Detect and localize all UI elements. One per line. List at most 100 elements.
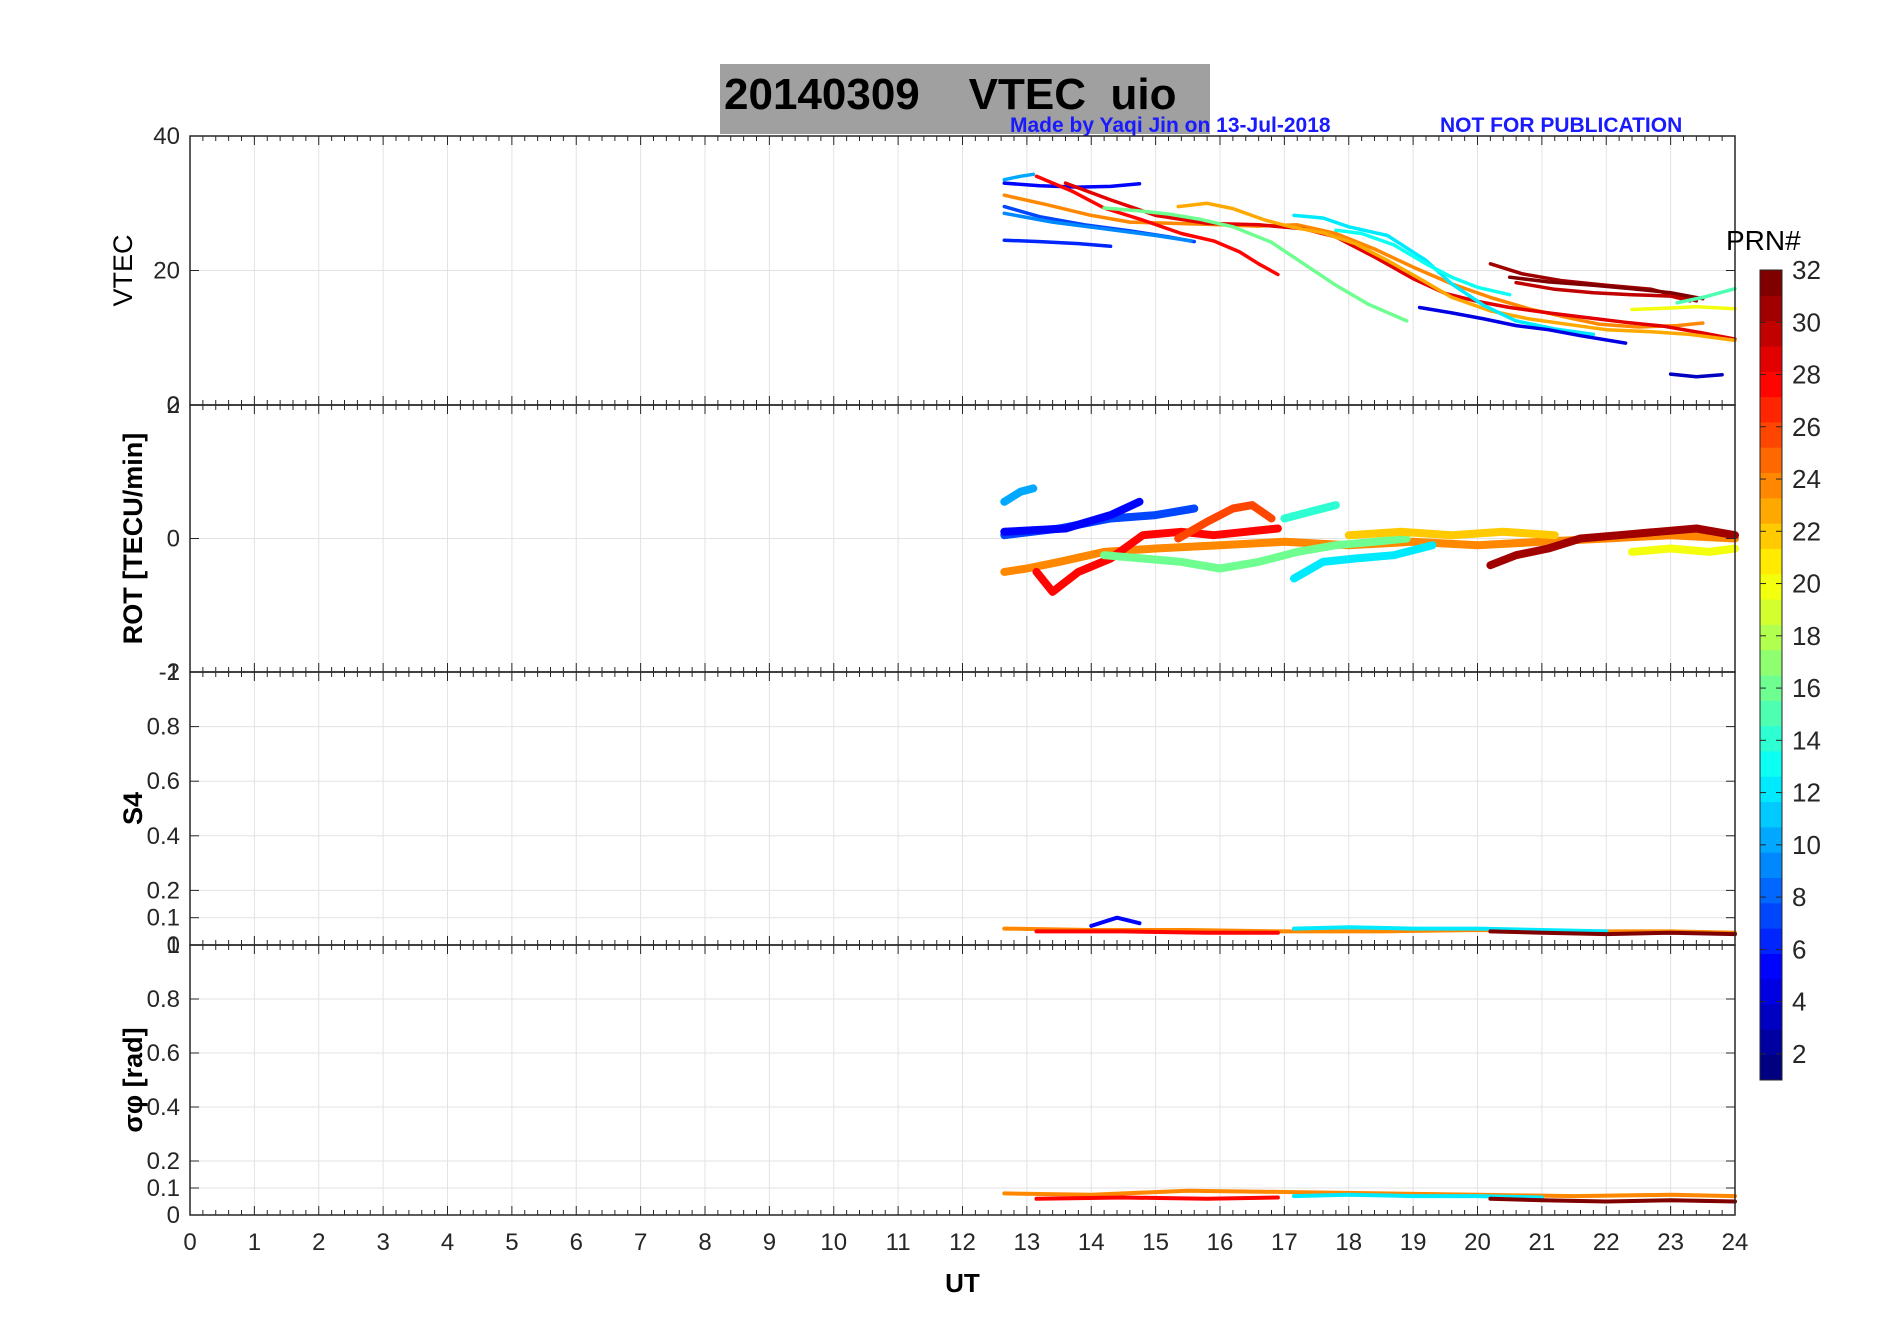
colorbar-segment [1760, 320, 1782, 347]
series-line-prn-22 [1344, 527, 1559, 540]
series-line-prn-30 [1514, 280, 1692, 303]
y-tick-label: 0.6 [147, 1040, 180, 1067]
series-line-prn-16 [1102, 206, 1409, 323]
colorbar-segment [1760, 523, 1782, 549]
series-line-prn-3 [1668, 372, 1724, 379]
x-tick-label: 23 [1657, 1229, 1684, 1256]
colorbar-segment [1760, 776, 1782, 803]
colorbar-segment [1760, 826, 1782, 853]
series-line-prn-5 [1000, 497, 1144, 536]
colorbar-tick-label: 30 [1792, 307, 1821, 337]
colorbar-segment [1760, 345, 1782, 372]
series-line-prn-12 [1292, 925, 1609, 934]
series-line-prn-10 [1000, 484, 1038, 506]
notice-text: NOT FOR PUBLICATION [1440, 114, 1683, 137]
x-tick-label: 0 [183, 1229, 196, 1256]
series-line-prn-16 [1100, 534, 1411, 573]
x-tick-label: 24 [1722, 1229, 1749, 1256]
y-tick-label: 2 [167, 392, 180, 419]
y-tick-label: 0.6 [147, 768, 180, 795]
x-tick-label: 6 [570, 1229, 583, 1256]
x-tick-label: 4 [441, 1229, 454, 1256]
colorbar-tick-label: 10 [1792, 830, 1821, 860]
colorbar-segment [1760, 700, 1782, 727]
colorbar-segment [1760, 497, 1782, 524]
series-line-prn-28 [1034, 1195, 1280, 1201]
x-axis: 0 1 2 3 4 5 6 7 8 9 10 11 12 13 14 15 16 17 18 19 20 21 22 23 24… [183, 1229, 1748, 1298]
colorbar-segment [1760, 624, 1782, 651]
colorbar-tick-label: 24 [1792, 464, 1821, 494]
series-line-prn-32 [1488, 1196, 1737, 1204]
series-line-prn-12 [1290, 541, 1437, 583]
x-tick-label: 2 [312, 1229, 325, 1256]
colorbar-segment [1760, 1029, 1782, 1056]
colorbar-segment [1760, 371, 1782, 398]
series-line-prn-4 [1417, 305, 1628, 345]
x-tick-label: 10 [820, 1229, 847, 1256]
x-tick-label: 1 [248, 1229, 261, 1256]
series-line-prn-24 [1002, 1188, 1737, 1199]
colorbar-segment [1760, 750, 1782, 777]
colorbar-segment [1760, 447, 1782, 473]
colorbar-segment [1760, 1004, 1782, 1030]
x-tick-label: 22 [1593, 1229, 1620, 1256]
colorbar-segment [1760, 295, 1782, 322]
x-tick-label: 20 [1464, 1229, 1491, 1256]
y-tick-label: 20 [153, 258, 180, 285]
colorbar-tick-label: 26 [1792, 412, 1821, 442]
x-tick-label: 14 [1078, 1229, 1105, 1256]
series-line-prn-15 [1675, 286, 1737, 305]
series-line-prn-32 [1488, 929, 1737, 937]
x-tick-label: 15 [1142, 1229, 1169, 1256]
colorbar-tick-label: 28 [1792, 360, 1821, 390]
colorbar-tick-label: 14 [1792, 725, 1821, 755]
colorbar-segment [1760, 472, 1782, 499]
y-axis-label: σφ [rad] [118, 1027, 148, 1132]
series-line-prn-20 [1628, 544, 1739, 556]
x-tick-label: 13 [1014, 1229, 1041, 1256]
colorbar-tick-label: 18 [1792, 621, 1821, 651]
y-tick-label: 0 [167, 526, 180, 553]
y-tick-label: 1 [167, 659, 180, 686]
y-tick-label: 40 [153, 123, 180, 150]
panel-2: 00.10.2 0.4 0.6 0.8 1 S4 [118, 659, 1737, 959]
chart-title: 20140309 VTEC uio [724, 70, 1177, 119]
series-line-prn-31 [1486, 524, 1739, 570]
y-axis-label: S4 [118, 792, 148, 825]
y-tick-label: 0.8 [147, 714, 180, 741]
series-line-prn-5 [1089, 915, 1142, 928]
x-tick-label: 21 [1529, 1229, 1556, 1256]
colorbar-tick-label: 16 [1792, 673, 1821, 703]
title-background [720, 64, 1210, 134]
colorbar-tick-label: 6 [1792, 934, 1806, 964]
colorbar-segment [1760, 725, 1782, 752]
y-tick-label: 1 [167, 932, 180, 959]
series-line-prn-13 [1334, 228, 1512, 297]
x-tick-label: 7 [634, 1229, 647, 1256]
y-tick-label: 0 [167, 392, 180, 419]
series-line-prn-28 [1032, 524, 1282, 596]
colorbar-segment [1760, 801, 1782, 828]
series-line-prn-10 [1002, 172, 1036, 182]
colorbar-segment [1760, 675, 1782, 701]
y-tick-label: 0.2 [147, 1148, 180, 1175]
colorbar-segment [1760, 573, 1782, 600]
colorbar-tick-label: 8 [1792, 882, 1806, 912]
y-tick-label: 0.8 [147, 986, 180, 1013]
colorbar-title: PRN# [1726, 225, 1801, 256]
series-line-prn-9 [1002, 211, 1193, 243]
x-tick-label: 17 [1271, 1229, 1298, 1256]
colorbar-segment [1760, 1054, 1782, 1081]
colorbar-segment [1760, 978, 1782, 1005]
series-line-prn-6 [1002, 238, 1113, 249]
y-axis-label: VTEC [108, 234, 138, 306]
colorbar-segment [1760, 599, 1782, 625]
x-tick-label: 11 [886, 1229, 911, 1256]
colorbar-segment [1760, 649, 1782, 676]
y-tick-label: 0 [167, 932, 180, 959]
colorbar-segment [1760, 928, 1782, 954]
series-line-prn-24 [1002, 193, 1705, 329]
